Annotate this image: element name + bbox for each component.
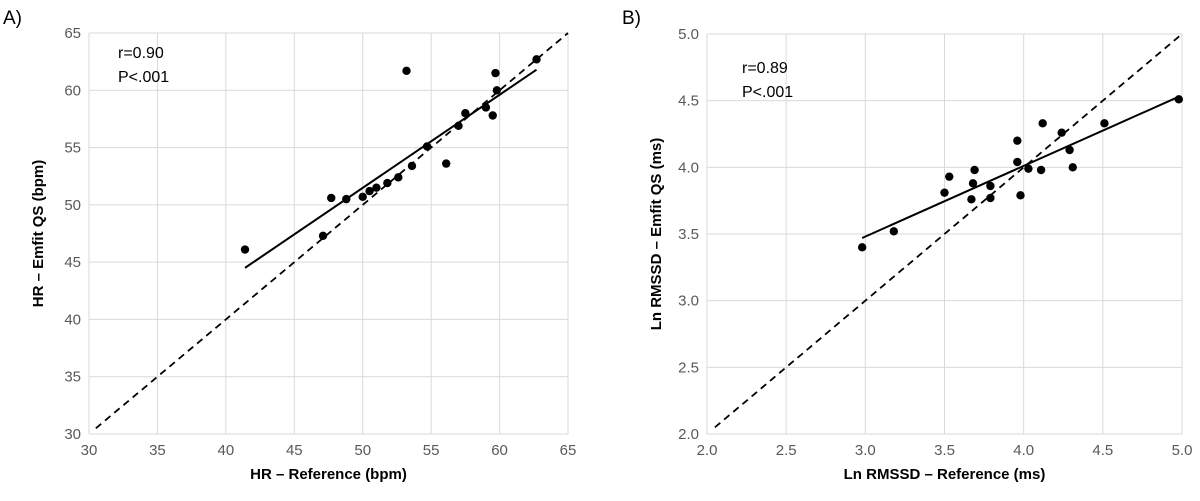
- data-point: [365, 186, 374, 196]
- x-axis-title: HR – Reference (bpm): [250, 466, 407, 483]
- y-tick-label: 35: [64, 369, 81, 386]
- x-tick-label: 2.5: [776, 442, 797, 459]
- y-tick-label: 2.5: [678, 359, 699, 376]
- x-tick-label: 60: [491, 442, 508, 459]
- x-tick-label: 4.5: [1092, 442, 1113, 459]
- data-point: [461, 109, 470, 118]
- scatter-chart-b: 2.0 2.5 3.0 3.5 4.0 4.5 5.0 2.0 2.5 3.0 3.5 4.0 4.5 5…: [648, 26, 1193, 483]
- y-tick-label: 45: [64, 254, 81, 271]
- y-tick-label: 2.0: [678, 426, 699, 443]
- data-point: [857, 243, 867, 252]
- data-point: [967, 195, 976, 204]
- data-point: [488, 111, 497, 120]
- data-point: [945, 172, 954, 181]
- y-tick-label: 60: [64, 82, 81, 99]
- panel-label-b: B): [622, 8, 641, 29]
- y-tick-label: 4.5: [678, 93, 699, 110]
- x-tick-label: 4.0: [1013, 442, 1034, 459]
- data-point: [1016, 191, 1025, 200]
- y-tick-label: 30: [64, 426, 81, 443]
- data-point: [318, 231, 328, 240]
- regression-line: [861, 95, 1180, 239]
- data-point: [1174, 95, 1184, 104]
- data-point: [327, 193, 336, 203]
- y-tick-label: 3.0: [678, 293, 699, 310]
- annotation-p-b: P<.001: [742, 84, 794, 101]
- data-point: [402, 66, 411, 76]
- x-tick-label: 2.0: [697, 442, 718, 459]
- scatter-chart-a: 30 35 40 45 50 55 60 65 30 35 40 45 50 55 60 65 HR – Ref…: [30, 25, 577, 483]
- y-tick-label: 50: [64, 197, 81, 214]
- y-tick-label: 55: [64, 140, 81, 157]
- data-point: [383, 178, 392, 188]
- data-point: [407, 161, 417, 171]
- identity-line: [95, 32, 569, 429]
- data-point: [940, 188, 949, 197]
- data-point: [342, 194, 351, 204]
- panel-label-a: A): [3, 8, 22, 29]
- data-point: [986, 193, 995, 203]
- chart-panel-b: B) 2.0 2.5 3.0 3.5 4.0 4.5 5.0 2.0 2.5 3.0 3.5 4.0 4…: [600, 0, 1200, 501]
- y-axis-title: HR – Emfit QS (bpm): [30, 160, 47, 308]
- data-point: [481, 103, 491, 112]
- data-point: [1068, 163, 1077, 172]
- y-tick-label: 4.0: [678, 159, 699, 176]
- data-point: [986, 181, 995, 191]
- data-point: [491, 68, 500, 78]
- data-point: [889, 227, 899, 236]
- x-axis-title: Ln RMSSD – Reference (ms): [844, 466, 1046, 483]
- x-tick-label: 50: [354, 442, 371, 459]
- identity-line: [714, 33, 1183, 429]
- data-point: [1065, 145, 1074, 155]
- x-tick-label: 45: [286, 442, 303, 459]
- data-point: [968, 179, 978, 188]
- data-point: [240, 245, 250, 254]
- y-tick-label: 40: [64, 311, 81, 328]
- x-tick-label: 65: [560, 442, 577, 459]
- data-point: [1013, 157, 1022, 167]
- annotation-r-a: r=0.90: [118, 45, 164, 62]
- x-tick-label: 3.5: [934, 442, 955, 459]
- x-tick-label: 35: [149, 442, 166, 459]
- data-point: [970, 165, 979, 175]
- y-axis-title: Ln RMSSD – Emfit QS (ms): [648, 138, 665, 331]
- x-tick-label: 55: [423, 442, 440, 459]
- x-tick-label: 5.0: [1172, 442, 1193, 459]
- chart-panel-a: A) 30 35 40 45 50 55 60 65 30 35 40 45 50 55 60 65 HR – …: [3, 8, 577, 483]
- data-point: [394, 173, 403, 182]
- data-point: [532, 55, 541, 64]
- y-tick-label: 65: [64, 25, 81, 42]
- x-tick-label: 3.0: [855, 442, 876, 459]
- data-point: [1024, 164, 1033, 173]
- data-point: [1038, 119, 1047, 128]
- data-point: [492, 86, 502, 95]
- annotation-p-a: P<.001: [118, 69, 170, 86]
- annotation-r-b: r=0.89: [742, 60, 788, 77]
- data-point: [454, 121, 463, 131]
- y-tick-label: 5.0: [678, 26, 699, 43]
- regression-line: [244, 68, 538, 269]
- data-point: [372, 183, 381, 192]
- data-point: [358, 192, 367, 202]
- data-point: [1057, 128, 1066, 137]
- x-tick-label: 30: [81, 442, 98, 459]
- data-point: [422, 142, 432, 151]
- data-point: [1013, 136, 1022, 145]
- data-point: [1100, 119, 1109, 128]
- data-point: [441, 159, 451, 168]
- x-tick-label: 40: [218, 442, 235, 459]
- y-tick-label: 3.5: [678, 226, 699, 243]
- data-point: [1036, 165, 1046, 175]
